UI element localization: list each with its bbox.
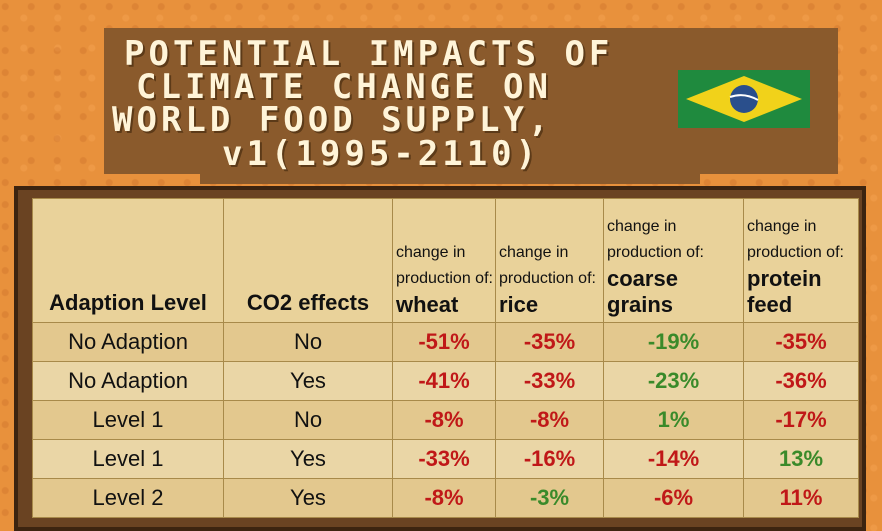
cell-co2-effects: No xyxy=(223,322,393,362)
cell-co2-effects: Yes xyxy=(223,478,393,518)
cell-coarse: 1% xyxy=(603,400,744,440)
header-adaption-level: Adaption Level xyxy=(32,198,224,323)
cell-wheat: -8% xyxy=(392,478,496,518)
cell-co2-effects: Yes xyxy=(223,439,393,479)
cell-adaption-level: Level 1 xyxy=(32,439,224,479)
cell-wheat: -51% xyxy=(392,322,496,362)
cell-adaption-level: Level 2 xyxy=(32,478,224,518)
table-row: No Adaption Yes -41% -33% -23% -36% xyxy=(32,361,859,401)
cell-rice: -16% xyxy=(495,439,604,479)
table-row: Level 1 Yes -33% -16% -14% 13% xyxy=(32,439,859,479)
cell-coarse: -19% xyxy=(603,322,744,362)
title-line-2: CLIMATE CHANGE ON xyxy=(136,67,552,107)
cell-wheat: -8% xyxy=(392,400,496,440)
table-row: No Adaption No -51% -35% -19% -35% xyxy=(32,322,859,362)
title-line-1: POTENTIAL IMPACTS OF xyxy=(124,34,614,74)
cell-wheat: -33% xyxy=(392,439,496,479)
cell-wheat: -41% xyxy=(392,361,496,401)
cell-protein: -17% xyxy=(743,400,859,440)
header-protein-feed: change in production of: protein feed xyxy=(743,198,859,323)
table-row: Level 2 Yes -8% -3% -6% 11% xyxy=(32,478,859,518)
header-co2-effects: CO2 effects xyxy=(223,198,393,323)
cell-protein: -35% xyxy=(743,322,859,362)
impact-table: Adaption Level CO2 effects change in pro… xyxy=(32,198,859,518)
cell-rice: -3% xyxy=(495,478,604,518)
cell-coarse: -6% xyxy=(603,478,744,518)
cell-protein: 13% xyxy=(743,439,859,479)
cell-protein: -36% xyxy=(743,361,859,401)
cell-co2-effects: No xyxy=(223,400,393,440)
data-table-frame: Adaption Level CO2 effects change in pro… xyxy=(14,186,866,531)
cell-co2-effects: Yes xyxy=(223,361,393,401)
header-rice: change in production of: rice xyxy=(495,198,604,323)
brazil-flag-icon xyxy=(678,70,810,128)
cell-adaption-level: No Adaption xyxy=(32,361,224,401)
cell-rice: -35% xyxy=(495,322,604,362)
header-coarse-grains: change in production of: coarse grains xyxy=(603,198,744,323)
cell-coarse: -23% xyxy=(603,361,744,401)
cell-adaption-level: Level 1 xyxy=(32,400,224,440)
cell-coarse: -14% xyxy=(603,439,744,479)
title-line-4: v1(1995-2110) xyxy=(222,134,541,174)
title-line-3: WORLD FOOD SUPPLY, xyxy=(112,100,553,140)
cell-rice: -33% xyxy=(495,361,604,401)
table-row: Level 1 No -8% -8% 1% -17% xyxy=(32,400,859,440)
cell-adaption-level: No Adaption xyxy=(32,322,224,362)
cell-protein: 11% xyxy=(743,478,859,518)
header-wheat: change in production of: wheat xyxy=(392,198,496,323)
cell-rice: -8% xyxy=(495,400,604,440)
